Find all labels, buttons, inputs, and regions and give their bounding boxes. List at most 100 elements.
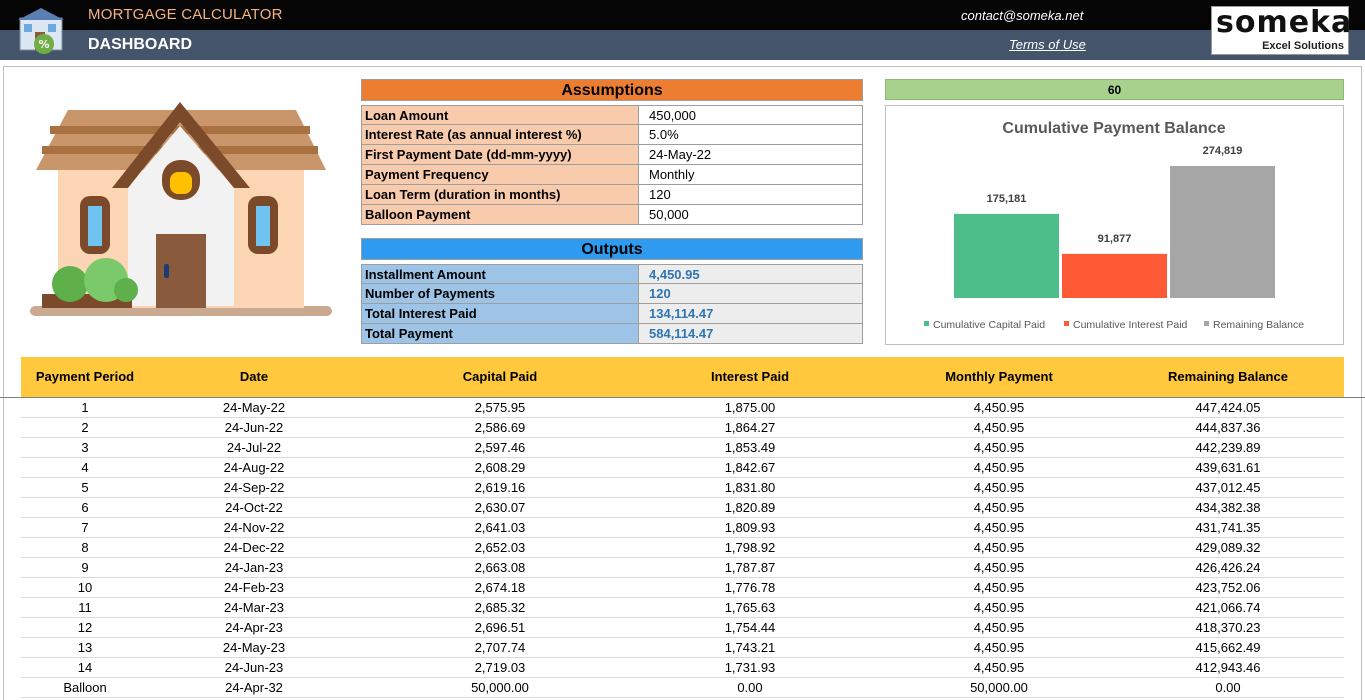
table-cell: 9: [81, 560, 89, 575]
table-row: Balloon 24-Apr-32 50,000.00 0.00 50,000.00 0.…: [21, 678, 1344, 698]
table-cell: 429,089.32: [1195, 540, 1261, 555]
house-illustration: [30, 102, 332, 316]
table-row: 13 24-May-23 2,707.74 1,743.21 4,450.95 415,6…: [21, 638, 1344, 658]
table-cell: 4,450.95: [973, 460, 1025, 475]
table-cell: 426,426.24: [1195, 560, 1261, 575]
table-cell: 2,586.69: [474, 420, 526, 435]
table-cell: 12: [77, 620, 93, 635]
table-cell: 4,450.95: [973, 540, 1025, 555]
table-cell: 1,787.87: [724, 560, 776, 575]
assumption-label: Payment Frequency: [361, 165, 639, 184]
chart-bar: [954, 213, 1059, 298]
table-cell: 1,875.00: [724, 400, 776, 415]
table-cell: 1,754.44: [724, 620, 776, 635]
table-cell: 24-Jul-22: [226, 440, 282, 455]
outputs-table: Installment Amount 4,450.95 Number of Pa…: [361, 264, 863, 344]
payment-frequency-select[interactable]: Monthly: [639, 165, 863, 184]
table-cell: 4,450.95: [973, 500, 1025, 515]
output-row: Total Payment 584,114.47: [361, 324, 863, 344]
contact-email[interactable]: contact@someka.net: [961, 8, 1084, 23]
logo-word: someka: [1216, 5, 1353, 40]
table-cell: 1,776.78: [724, 580, 776, 595]
table-cell: 431,741.35: [1195, 520, 1261, 535]
column-header: Capital Paid: [462, 369, 538, 384]
table-cell: 24-Apr-23: [225, 620, 283, 635]
table-cell: 2,641.03: [474, 520, 526, 535]
loan-amount-input[interactable]: 450,000: [639, 106, 863, 124]
table-cell: 24-Jun-23: [224, 660, 284, 675]
assumption-label: First Payment Date (dd-mm-yyyy): [361, 145, 639, 164]
table-row: 11 24-Mar-23 2,685.32 1,765.63 4,450.95 421,0…: [21, 598, 1344, 618]
table-cell: 4,450.95: [973, 400, 1025, 415]
table-row: 5 24-Sep-22 2,619.16 1,831.80 4,450.95 437,01…: [21, 478, 1344, 498]
column-header: Payment Period: [35, 369, 135, 384]
page-title: DASHBOARD: [88, 36, 192, 53]
table-cell: 418,370.23: [1195, 620, 1261, 635]
table-cell: 24-Sep-22: [223, 480, 285, 495]
someka-logo[interactable]: someka Excel Solutions: [1211, 5, 1353, 55]
loan-term-input[interactable]: 120: [639, 185, 863, 204]
chart-legend-label: Cumulative Capital Paid: [933, 319, 1045, 331]
table-row: 4 24-Aug-22 2,608.29 1,842.67 4,450.95 439,63…: [21, 458, 1344, 478]
logo-subtitle: Excel Solutions: [1262, 40, 1344, 52]
assumption-row: Payment Frequency Monthly: [361, 165, 863, 185]
output-row: Number of Payments 120: [361, 284, 863, 304]
table-row: 2 24-Jun-22 2,586.69 1,864.27 4,450.95 444,83…: [21, 418, 1344, 438]
interest-rate-input[interactable]: 5.0%: [639, 125, 863, 144]
table-cell: 4,450.95: [973, 440, 1025, 455]
table-cell: 4,450.95: [973, 480, 1025, 495]
app-title: MORTGAGE CALCULATOR: [88, 6, 283, 23]
table-cell: 2,630.07: [474, 500, 526, 515]
house-percent-icon: %: [18, 8, 64, 54]
table-cell: 1,743.21: [724, 640, 776, 655]
table-cell: 0.00: [1215, 680, 1241, 695]
table-cell: 4,450.95: [973, 640, 1025, 655]
table-row: 14 24-Jun-23 2,719.03 1,731.93 4,450.95 412,9…: [21, 658, 1344, 678]
table-cell: 4,450.95: [973, 580, 1025, 595]
table-cell: 24-May-22: [222, 400, 286, 415]
assumptions-table: Loan Amount 450,000 Interest Rate (as an…: [361, 105, 863, 225]
table-cell: 24-Apr-32: [225, 680, 283, 695]
table-cell: 24-Jan-23: [224, 560, 284, 575]
table-cell: 444,837.36: [1195, 420, 1261, 435]
chart-period-selector[interactable]: 60: [885, 79, 1344, 100]
table-cell: 423,752.06: [1195, 580, 1261, 595]
first-payment-date-input[interactable]: 24-May-22: [639, 145, 863, 164]
table-cell: 415,662.49: [1195, 640, 1261, 655]
column-header: Interest Paid: [710, 369, 790, 384]
table-cell: 2,575.95: [474, 400, 526, 415]
balloon-payment-input[interactable]: 50,000: [639, 205, 863, 224]
output-row: Total Interest Paid 134,114.47: [361, 304, 863, 324]
assumption-row: Balloon Payment 50,000: [361, 205, 863, 225]
table-cell: 2: [81, 420, 89, 435]
table-cell: 7: [81, 520, 89, 535]
assumption-label: Interest Rate (as annual interest %): [361, 125, 639, 144]
table-cell: 6: [81, 500, 89, 515]
table-cell: 24-Aug-22: [223, 460, 285, 475]
table-cell: 24-Oct-22: [225, 500, 283, 515]
chart-data-label: 175,181: [987, 193, 1027, 205]
column-header: Remaining Balance: [1168, 369, 1288, 384]
table-cell: 1: [81, 400, 89, 415]
terms-of-use-link[interactable]: Terms of Use: [1009, 37, 1086, 52]
table-cell: 2,597.46: [474, 440, 526, 455]
table-cell: 421,066.74: [1195, 600, 1261, 615]
chart-legend-swatch: [1064, 321, 1069, 326]
table-cell: 1,842.67: [724, 460, 776, 475]
table-cell: 1,853.49: [724, 440, 776, 455]
table-cell: 24-Dec-22: [223, 540, 285, 555]
table-cell: 4,450.95: [973, 520, 1025, 535]
svg-text:%: %: [38, 38, 49, 51]
assumption-row: Loan Term (duration in months) 120: [361, 185, 863, 205]
table-cell: 3: [81, 440, 89, 455]
assumption-label: Loan Term (duration in months): [361, 185, 639, 204]
table-cell: 4,450.95: [973, 660, 1025, 675]
assumptions-header: Assumptions: [361, 79, 863, 101]
output-label: Installment Amount: [361, 265, 639, 283]
table-cell: 13: [77, 640, 93, 655]
installment-amount-value: 4,450.95: [639, 265, 863, 283]
table-cell: 24-Nov-22: [223, 520, 285, 535]
output-label: Total Payment: [361, 324, 639, 343]
cumulative-balance-chart: Cumulative Payment Balance 175,181 91,877 2…: [885, 105, 1344, 345]
table-cell: 2,707.74: [474, 640, 526, 655]
